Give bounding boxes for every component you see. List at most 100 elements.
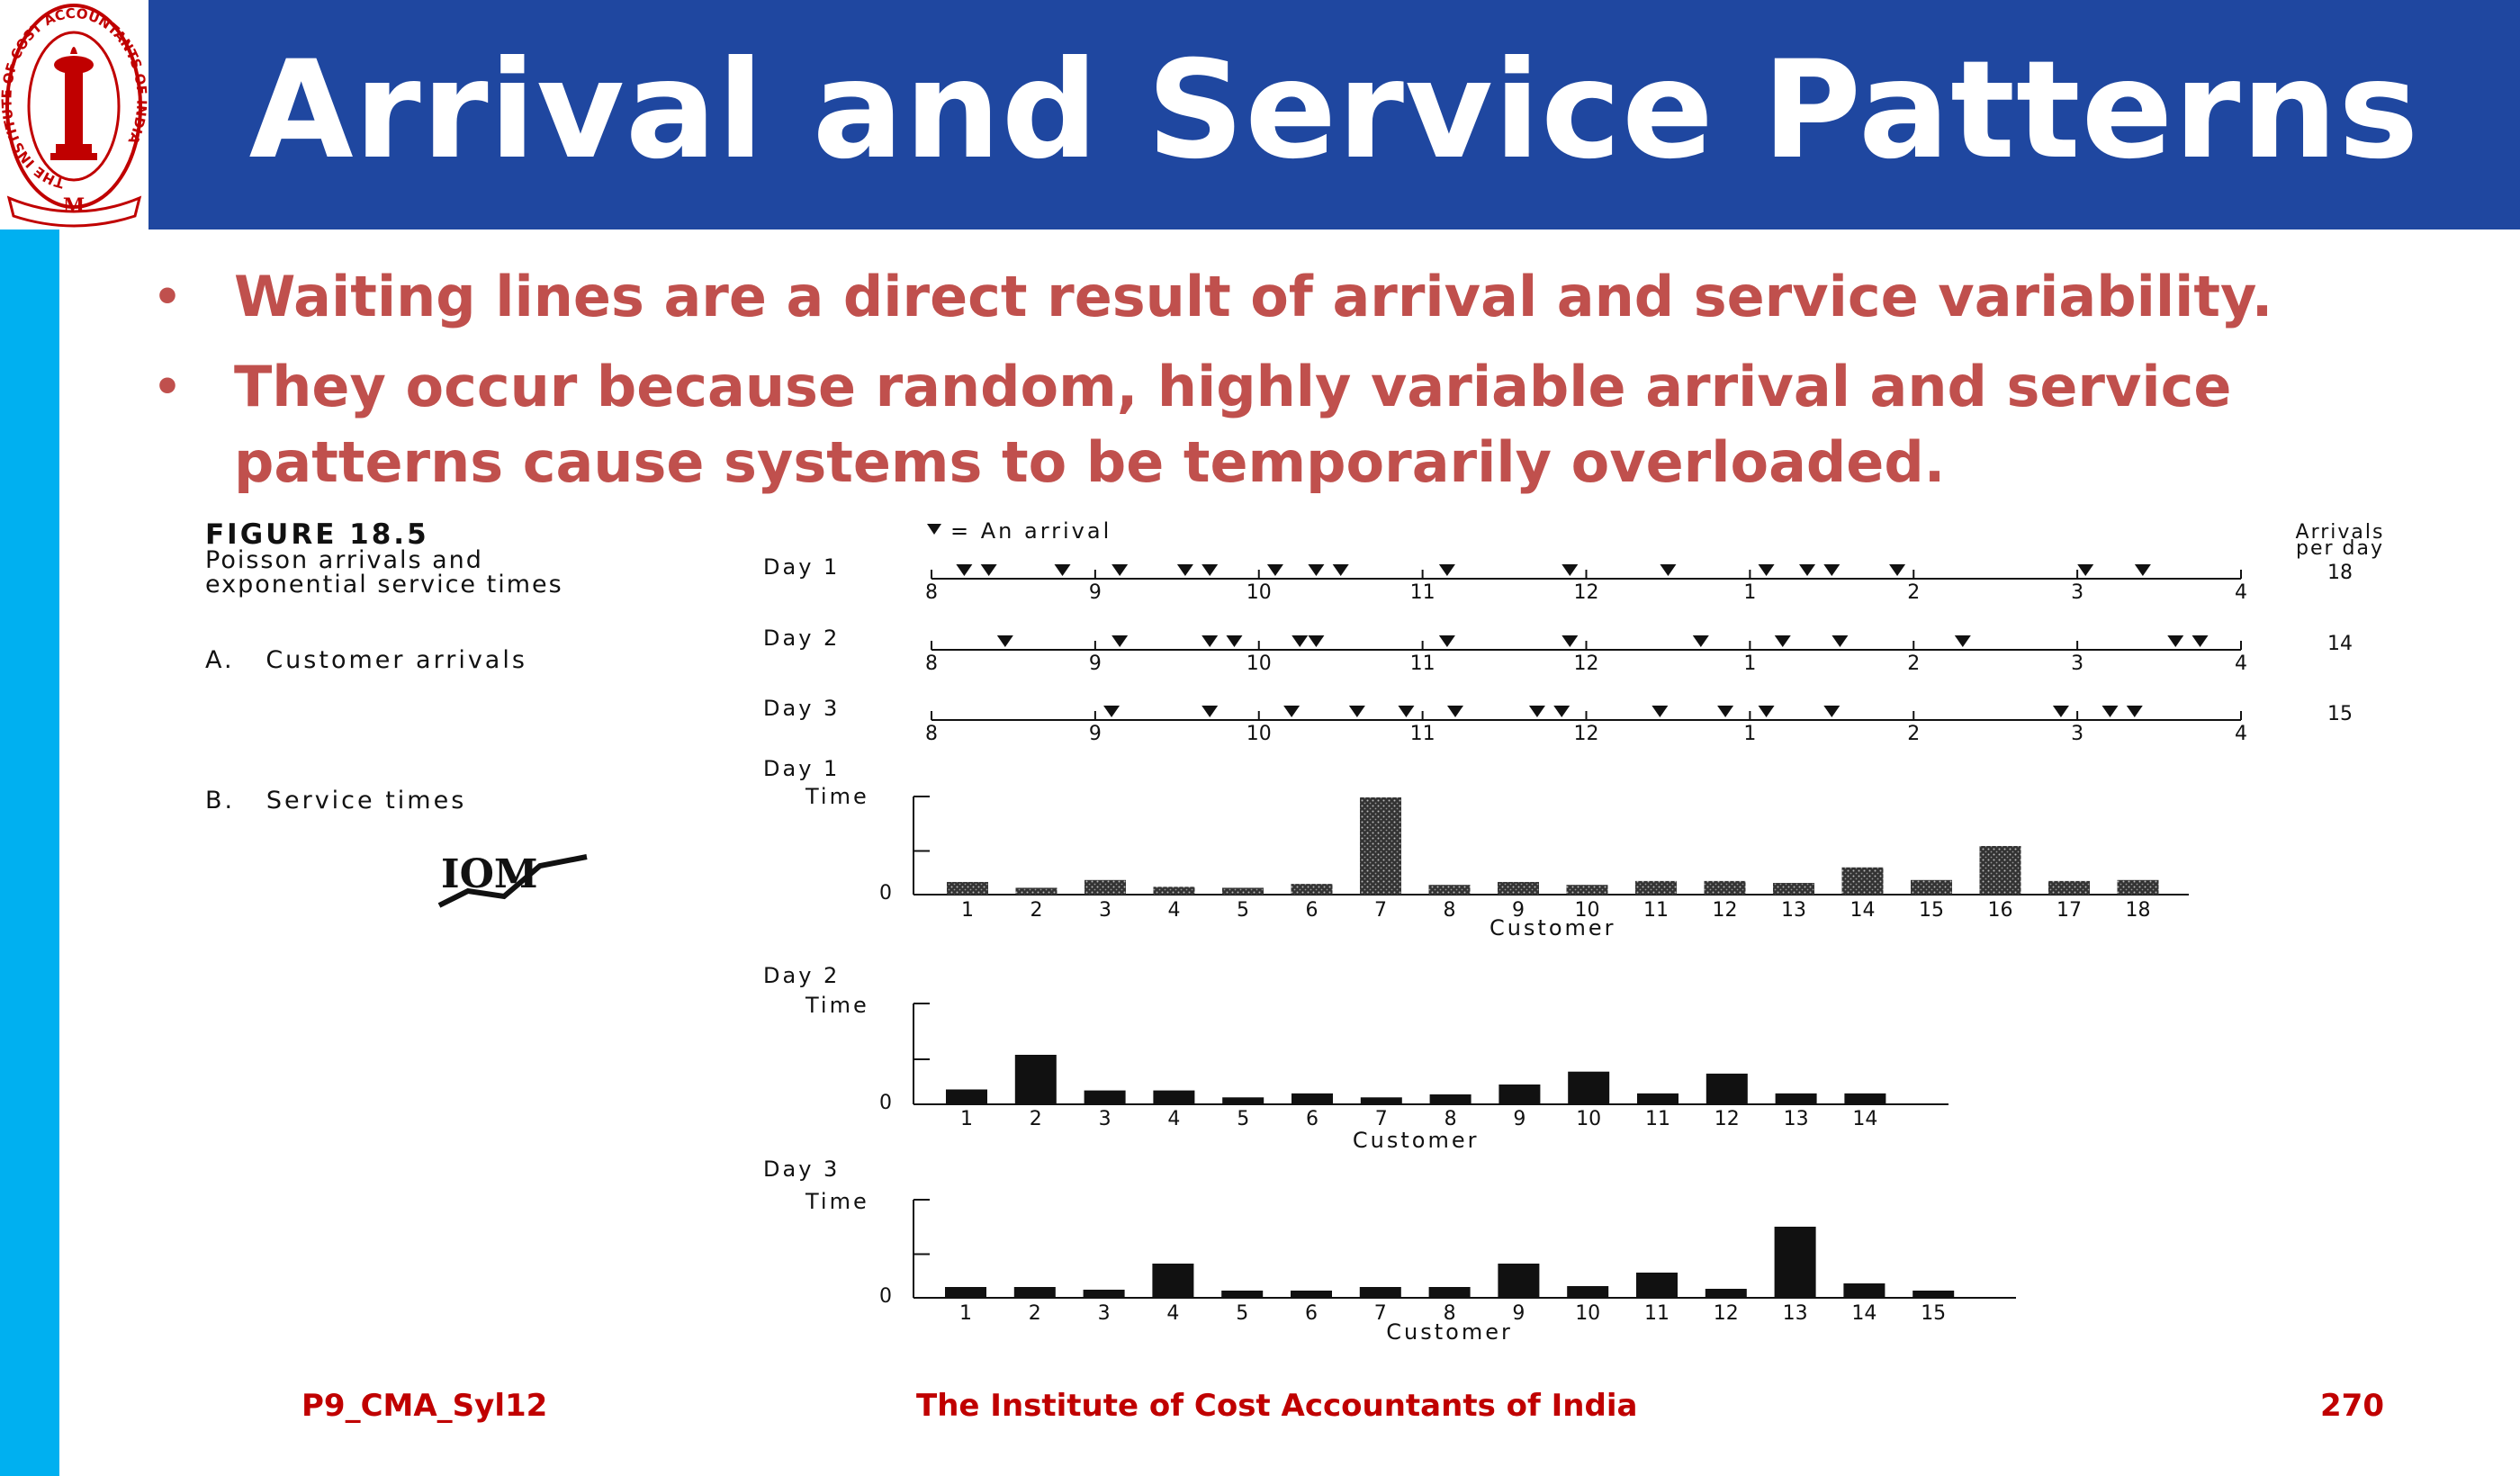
bar <box>1635 880 1677 895</box>
arrival-marker <box>1660 564 1677 576</box>
x-tick-label: 12 <box>1714 1108 1740 1130</box>
bar <box>1291 884 1333 895</box>
bar <box>1637 1093 1678 1104</box>
arrival-marker <box>2077 564 2094 576</box>
x-tick-label: 13 <box>1784 1108 1809 1130</box>
slide-title: Arrival and Service Patterns <box>248 32 2420 189</box>
arrival-marker <box>1774 635 1791 647</box>
bar <box>1359 1287 1401 1298</box>
x-tick-label: 4 <box>1167 1108 1180 1130</box>
section-a-label: A. Customer arrivals <box>205 646 527 674</box>
bullet-1-text: Waiting lines are a direct result of arr… <box>234 259 2412 335</box>
bar <box>1704 880 1746 895</box>
bar <box>1292 1093 1333 1104</box>
arrival-marker <box>1692 635 1709 647</box>
bullet-2: • They occur because random, highly vari… <box>144 349 2412 500</box>
x-tick-label: 3 <box>1099 1108 1112 1130</box>
arrival-marker <box>2052 706 2069 717</box>
bar <box>1084 1090 1126 1104</box>
x-tick-label: 10 <box>1575 1302 1600 1325</box>
timeline-tick-label: 8 <box>925 581 938 604</box>
x-tick-label: 3 <box>1098 1302 1111 1325</box>
x-tick-label: 5 <box>1236 1302 1248 1325</box>
y-axis-zero-label: 0 <box>879 1092 892 1114</box>
bar <box>1291 1291 1332 1298</box>
arrival-marker <box>1348 706 1365 717</box>
x-tick-label: 2 <box>1029 1302 1041 1325</box>
arrival-marker <box>1447 706 1463 717</box>
timeline-tick-label: 11 <box>1410 652 1436 675</box>
x-axis-label: Customer <box>1490 915 1616 940</box>
arrival-marker <box>2102 706 2119 717</box>
arrival-marker <box>1398 706 1415 717</box>
x-tick-label: 13 <box>1783 1302 1808 1325</box>
bar <box>1360 797 1401 895</box>
x-tick-label: 12 <box>1714 1302 1739 1325</box>
x-tick-label: 11 <box>1644 1302 1670 1325</box>
bar <box>1014 1055 1057 1104</box>
bar <box>1911 879 1952 895</box>
x-tick-label: 5 <box>1237 1108 1249 1130</box>
x-tick-label: 1 <box>959 1302 972 1325</box>
bullet-marker: • <box>153 271 182 323</box>
x-tick-label: 14 <box>1851 1302 1876 1325</box>
arrival-marker <box>1103 706 1120 717</box>
footer-page-number: 270 <box>2320 1388 2384 1424</box>
x-tick-label: 8 <box>1444 1302 1456 1325</box>
bullet-marker: • <box>153 361 182 413</box>
bar <box>1844 1093 1886 1104</box>
arrivals-count: 18 <box>2327 562 2353 584</box>
bar <box>1636 1273 1678 1298</box>
timeline-tick-label: 8 <box>925 723 938 745</box>
arrival-marker <box>1176 564 1193 576</box>
arrival-marker <box>1202 564 1219 576</box>
iom-mark: IOM <box>437 851 588 908</box>
logo-area: THE INSTITUTE OF COST ACCOUNTANTS OF IND… <box>0 0 150 230</box>
timeline-tick-label: 12 <box>1574 652 1599 675</box>
x-tick-label: 16 <box>1988 899 2013 922</box>
arrival-marker <box>1832 635 1849 647</box>
arrivals-day-label: Day 2 <box>763 626 840 651</box>
legend-text: = An arrival <box>950 518 1112 544</box>
arrival-marker <box>1652 706 1669 717</box>
arrivals-count: 14 <box>2327 633 2353 655</box>
bar <box>1498 1084 1541 1104</box>
arrival-marker <box>1889 564 1906 576</box>
bullet-2-text: They occur because random, highly variab… <box>234 349 2412 500</box>
arrivals-day-label: Day 3 <box>763 696 840 721</box>
timeline-tick-label: 1 <box>1743 723 1756 745</box>
arrival-marker <box>1562 635 1579 647</box>
timeline-tick-label: 12 <box>1574 581 1599 604</box>
timeline-tick-label: 1 <box>1743 652 1756 675</box>
x-tick-label: 9 <box>1513 1108 1526 1130</box>
bar <box>1083 1290 1125 1298</box>
bar <box>1979 846 2021 895</box>
x-tick-label: 2 <box>1030 1108 1042 1130</box>
title-banner <box>148 0 2520 230</box>
y-axis-zero-label: 0 <box>879 882 892 904</box>
x-axis-label: Customer <box>1386 1319 1513 1345</box>
x-tick-label: 7 <box>1374 1302 1387 1325</box>
bar <box>1567 1286 1609 1298</box>
institute-seal-logo: THE INSTITUTE OF COST ACCOUNTANTS OF IND… <box>0 4 150 228</box>
left-accent-bar <box>0 0 59 1476</box>
timeline-tick-label: 3 <box>2071 652 2084 675</box>
bar <box>1705 1289 1747 1298</box>
bar <box>1428 885 1471 895</box>
arrival-marker <box>996 635 1013 647</box>
arrival-marker <box>1438 635 1455 647</box>
y-axis-zero-label: 0 <box>879 1285 892 1308</box>
arrival-marker <box>980 564 997 576</box>
arrival-marker <box>1202 706 1219 717</box>
arrival-marker <box>1823 706 1840 717</box>
bar <box>1013 1287 1056 1298</box>
arrival-marker <box>1528 706 1545 717</box>
x-tick-label: 3 <box>1099 899 1112 922</box>
bar <box>1774 1227 1816 1298</box>
x-axis-label: Customer <box>1353 1128 1480 1153</box>
arrival-marker <box>1308 635 1325 647</box>
bar <box>1773 883 1814 895</box>
bar <box>1429 1094 1472 1104</box>
bar <box>1222 887 1264 895</box>
